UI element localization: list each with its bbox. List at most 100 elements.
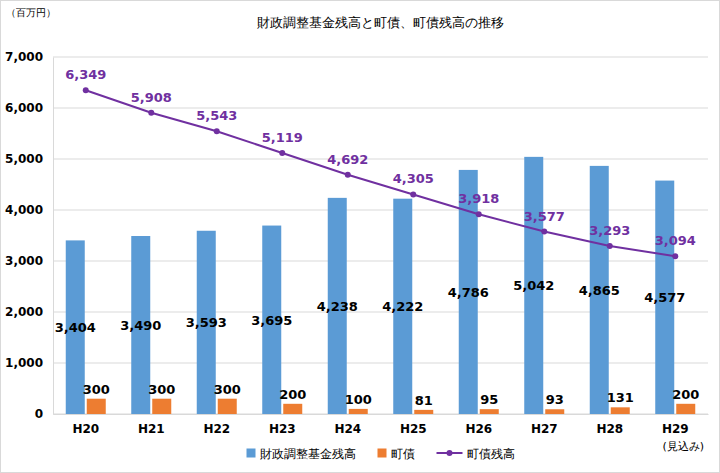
y-tick: 2,000: [5, 305, 53, 319]
y-axis-title: （百万円）: [6, 7, 56, 18]
line-label: 4,692: [327, 152, 368, 167]
grid-line: [53, 57, 708, 58]
grid: [53, 57, 708, 414]
line-marker: [607, 243, 613, 249]
y-tick-label: 4,000: [5, 203, 43, 217]
y-tick-label: 2,000: [5, 305, 43, 319]
annotation: (見込み): [662, 440, 704, 453]
x-tick-label: H21: [138, 422, 165, 436]
plot-marks: [66, 87, 696, 414]
y-tick: 6,000: [5, 101, 53, 115]
line-label: 3,293: [589, 223, 630, 238]
x-tick-label: H28: [596, 422, 623, 436]
x-tick: H25: [400, 414, 427, 436]
y-tick: 4,000: [5, 203, 53, 217]
x-tick-label: H25: [400, 422, 427, 436]
line-marker: [476, 211, 482, 217]
bar-label: 4,577: [644, 290, 685, 305]
y-axis-line: [53, 58, 54, 415]
legend-item: 町債: [378, 447, 415, 461]
y-tick-label: 5,000: [5, 152, 43, 166]
grid-line: [53, 210, 708, 211]
legend-label: 町債: [391, 447, 415, 461]
x-tick-label: H22: [203, 422, 230, 436]
x-tick: H23: [269, 414, 296, 436]
bar: [87, 399, 106, 414]
bar-label: 200: [279, 387, 306, 402]
x-tick: H26: [465, 414, 492, 436]
line: [86, 90, 676, 256]
bar-label: 100: [345, 392, 372, 407]
grid-line: [53, 312, 708, 313]
chart-container: 0 1,000 2,000 3,000 4,000 5,000 6,000 7,000 3,40…: [0, 0, 720, 473]
y-axis: 0 1,000 2,000 3,000 4,000 5,000 6,000 7,000: [5, 50, 53, 421]
y-tick-label: 1,000: [5, 356, 43, 370]
bar-label: 300: [83, 382, 110, 397]
y-tick-label: 3,000: [5, 254, 43, 268]
x-axis: H20 H21 H22 H23 H24 H25 H26 H27 H28 H29: [54, 414, 709, 436]
line-marker: [410, 191, 416, 197]
line-marker: [541, 229, 547, 235]
x-tick: H28: [596, 414, 623, 436]
legend-marker: [447, 450, 453, 456]
bar-label: 5,042: [513, 278, 554, 293]
bar-label: 300: [214, 382, 241, 397]
bar-label: 4,238: [317, 299, 358, 314]
x-tick-label: H29: [662, 422, 689, 436]
x-tick-label: H23: [269, 422, 296, 436]
bar-label: 3,404: [55, 320, 96, 335]
line-label: 5,119: [262, 130, 303, 145]
y-tick: 1,000: [5, 356, 53, 370]
bar: [218, 399, 237, 414]
x-axis-line: [54, 414, 709, 415]
legend-item: 町債残高: [437, 447, 515, 461]
y-tick: 7,000: [5, 50, 53, 64]
grid-line: [53, 414, 708, 415]
x-tick: H20: [72, 414, 99, 436]
line-marker: [672, 253, 678, 259]
x-tick: H27: [531, 414, 558, 436]
bar-label: 300: [148, 382, 175, 397]
x-tick-label: H20: [72, 422, 99, 436]
grid-line: [53, 159, 708, 160]
bar-label: 3,593: [186, 315, 227, 330]
y-tick: 5,000: [5, 152, 53, 166]
grid-line: [53, 108, 708, 109]
line-marker: [148, 110, 154, 116]
line-label: 6,349: [65, 67, 106, 82]
y-tick: 0: [35, 407, 53, 421]
legend-symbol: [247, 449, 256, 458]
title: 財政調整基金残高と町債、町債残高の推移: [257, 15, 504, 30]
line-label: 3,577: [524, 209, 565, 224]
y-tick-label: 7,000: [5, 50, 43, 64]
bar-label: 4,222: [382, 299, 423, 314]
bar-label: 93: [546, 392, 564, 407]
grid-line: [53, 363, 708, 364]
legend: 財政調整基金残高 町債 町債残高: [247, 447, 515, 461]
x-tick: H21: [138, 414, 165, 436]
x-tick-label: H24: [334, 422, 361, 436]
x-tick-label: H27: [531, 422, 558, 436]
legend-item: 財政調整基金残高: [247, 447, 356, 461]
line-label: 5,543: [196, 108, 237, 123]
bar-label: 3,490: [120, 318, 161, 333]
bar: [152, 399, 171, 414]
line-label: 5,908: [131, 90, 172, 105]
line-marker: [345, 172, 351, 178]
x-tick: H22: [203, 414, 230, 436]
bar: [349, 409, 368, 414]
data-labels: 3,4043,4903,5933,6954,2384,2224,7865,042…: [55, 67, 700, 408]
bar: [611, 407, 630, 414]
bar: [283, 404, 302, 414]
line-marker: [83, 87, 89, 93]
bar: [480, 409, 499, 414]
bar-label: 3,695: [251, 313, 292, 328]
bar: [676, 404, 695, 414]
line-label: 3,094: [655, 233, 696, 248]
chart-frame: [1, 1, 720, 473]
legend-label: 町債残高: [467, 447, 515, 461]
bar-label: 131: [607, 390, 634, 405]
line-label: 3,918: [458, 191, 499, 206]
bar: [414, 410, 433, 414]
x-tick: H24: [334, 414, 361, 436]
